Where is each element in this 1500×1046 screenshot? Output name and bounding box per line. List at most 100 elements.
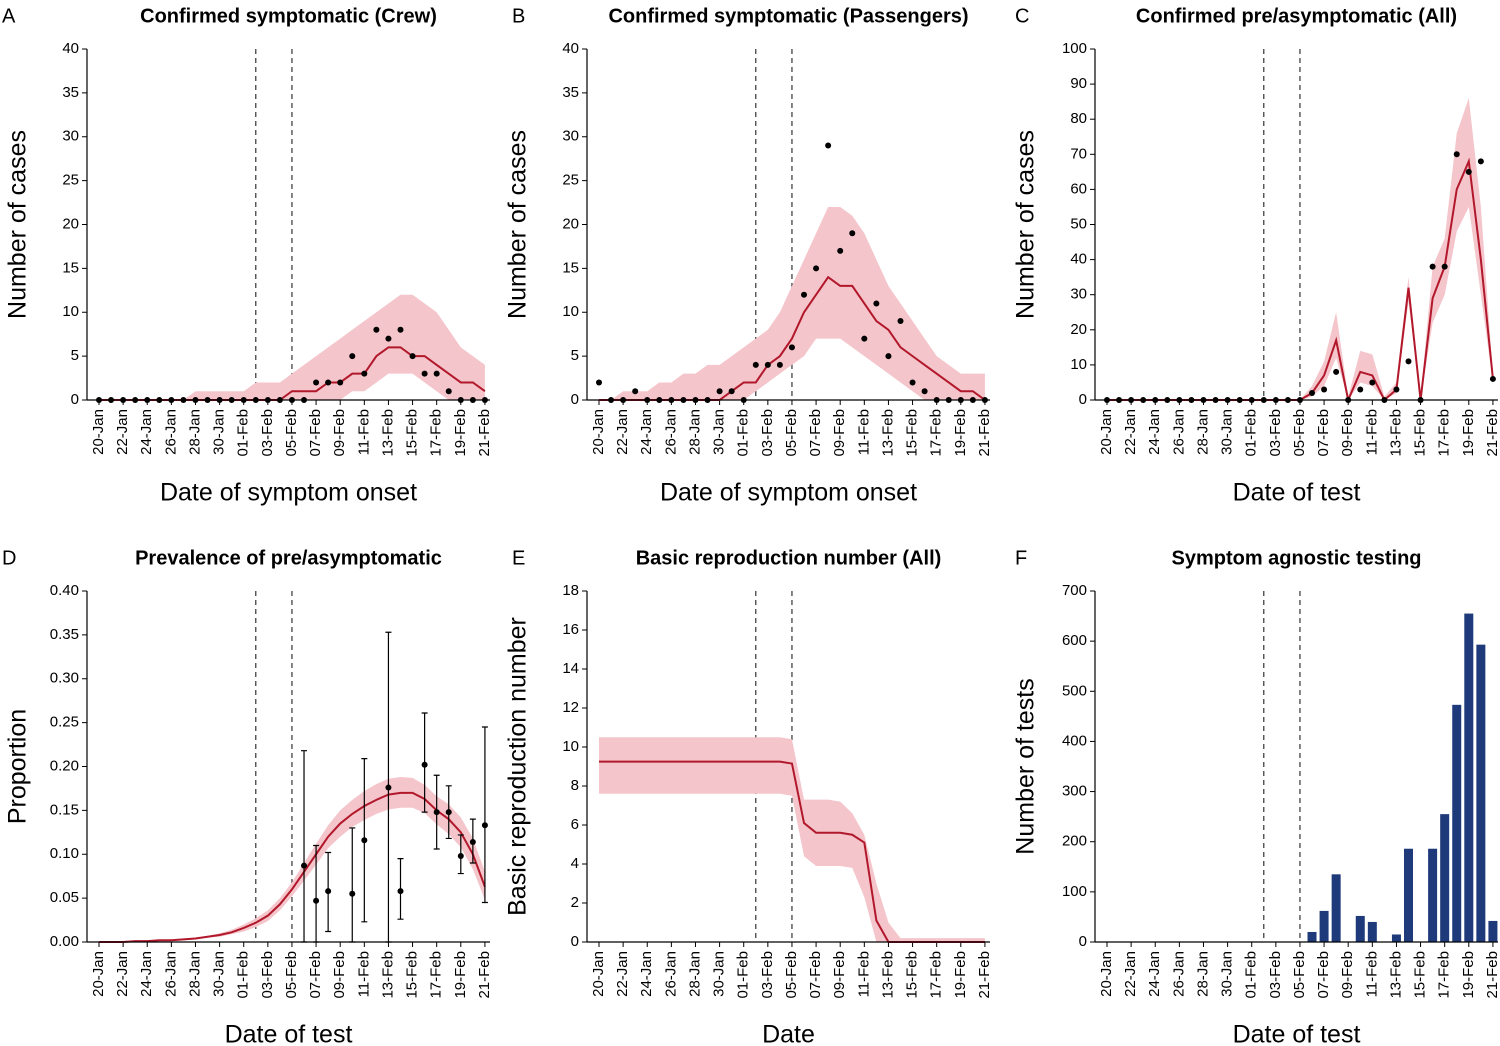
y-tick-label: 0 xyxy=(1079,391,1087,408)
x-tick-label: 24-Jan xyxy=(1146,951,1163,997)
data-point xyxy=(361,370,368,377)
x-axis-label: Date xyxy=(762,1021,815,1046)
y-tick-label: 80 xyxy=(1070,110,1087,127)
x-tick-label: 30-Jan xyxy=(711,409,728,455)
x-tick-label: 19-Feb xyxy=(1460,409,1477,457)
x-tick-label: 17-Feb xyxy=(1436,951,1453,999)
y-tick-label: 0.30 xyxy=(50,670,79,687)
y-tick-label: 0.25 xyxy=(50,714,79,731)
data-point xyxy=(325,888,332,895)
x-tick-label: 28-Jan xyxy=(1194,409,1211,455)
data-point xyxy=(421,370,428,377)
data-point xyxy=(433,809,440,816)
x-tick-label: 19-Feb xyxy=(952,409,969,457)
x-tick-label: 26-Jan xyxy=(1170,951,1187,997)
x-tick-label: 09-Feb xyxy=(1339,951,1356,999)
x-tick-label: 30-Jan xyxy=(211,409,228,455)
x-tick-label: 17-Feb xyxy=(428,409,445,457)
panel-letter: A xyxy=(2,5,16,27)
x-tick-label: 11-Feb xyxy=(855,951,872,997)
bar xyxy=(1488,920,1498,942)
bar xyxy=(1331,874,1341,942)
x-axis-label: Date of test xyxy=(225,1021,353,1046)
y-tick-label: 8 xyxy=(571,777,579,794)
data-point xyxy=(1357,386,1364,393)
x-tick-label: 21-Feb xyxy=(976,409,993,457)
y-tick-label: 70 xyxy=(1070,145,1087,162)
panel-letter: B xyxy=(512,5,525,27)
data-point xyxy=(445,809,452,816)
data-point xyxy=(385,784,392,791)
y-axis-label: Number of cases xyxy=(1012,130,1040,319)
x-tick-label: 26-Jan xyxy=(162,951,179,997)
y-axis-label: Number of cases xyxy=(504,130,532,319)
y-tick-label: 10 xyxy=(562,303,579,320)
data-point xyxy=(385,335,392,342)
panel-letter: E xyxy=(512,547,525,569)
x-tick-label: 19-Feb xyxy=(452,951,469,999)
x-tick-label: 07-Feb xyxy=(807,409,824,457)
x-tick-label: 26-Jan xyxy=(662,951,679,997)
y-tick-label: 20 xyxy=(1070,321,1087,338)
x-tick-label: 15-Feb xyxy=(904,951,921,999)
y-tick-label: 400 xyxy=(1062,732,1087,749)
bar xyxy=(1428,848,1438,942)
y-tick-label: 25 xyxy=(562,172,579,189)
x-tick-label: 24-Jan xyxy=(638,951,655,997)
x-tick-label: 01-Feb xyxy=(735,409,752,457)
data-point xyxy=(349,353,356,360)
y-tick-label: 40 xyxy=(562,40,579,57)
bar xyxy=(1476,644,1486,942)
y-tick-label: 30 xyxy=(1070,286,1087,303)
data-point xyxy=(788,344,795,351)
panel-letter: F xyxy=(1015,547,1027,569)
y-tick-label: 100 xyxy=(1062,883,1087,900)
y-axis-label: Number of cases xyxy=(4,130,32,319)
data-point xyxy=(301,862,308,869)
data-point xyxy=(752,361,759,368)
x-tick-label: 05-Feb xyxy=(283,951,300,999)
x-tick-label: 03-Feb xyxy=(759,409,776,457)
y-tick-label: 40 xyxy=(62,40,79,57)
y-tick-label: 15 xyxy=(62,259,79,276)
y-tick-label: 0.10 xyxy=(50,845,79,862)
data-point xyxy=(1393,386,1400,393)
data-point xyxy=(1309,389,1316,396)
data-point xyxy=(397,888,404,895)
x-tick-label: 13-Feb xyxy=(379,409,396,457)
bar xyxy=(1391,934,1401,942)
data-point xyxy=(1489,375,1496,382)
x-tick-label: 07-Feb xyxy=(307,951,324,999)
confidence-band xyxy=(599,206,985,400)
y-tick-label: 40 xyxy=(1070,251,1087,268)
y-tick-label: 200 xyxy=(1062,833,1087,850)
x-tick-label: 19-Feb xyxy=(952,951,969,999)
bar xyxy=(1307,931,1317,942)
data-point xyxy=(373,326,380,333)
y-tick-label: 0.05 xyxy=(50,889,79,906)
data-point xyxy=(1369,379,1376,386)
x-tick-label: 07-Feb xyxy=(1315,951,1332,999)
x-tick-label: 03-Feb xyxy=(259,409,276,457)
x-tick-label: 09-Feb xyxy=(831,409,848,457)
data-point xyxy=(873,300,880,307)
data-point xyxy=(361,837,368,844)
data-point xyxy=(457,853,464,860)
bar xyxy=(1319,910,1329,942)
bar xyxy=(1440,814,1450,942)
data-point xyxy=(825,142,832,149)
x-tick-label: 15-Feb xyxy=(1412,409,1429,457)
data-point xyxy=(813,265,820,272)
bar xyxy=(1355,915,1365,942)
x-tick-label: 17-Feb xyxy=(428,951,445,999)
x-tick-label: 17-Feb xyxy=(1436,409,1453,457)
bar xyxy=(1404,848,1413,942)
panel-title: Confirmed symptomatic (Passengers) xyxy=(608,5,968,27)
panel-title: Confirmed pre/asymptomatic (All) xyxy=(1136,5,1457,27)
x-tick-label: 28-Jan xyxy=(686,409,703,455)
data-point xyxy=(632,388,639,395)
x-tick-label: 30-Jan xyxy=(1219,951,1236,997)
x-tick-label: 20-Jan xyxy=(90,409,107,455)
y-tick-label: 4 xyxy=(571,855,579,872)
